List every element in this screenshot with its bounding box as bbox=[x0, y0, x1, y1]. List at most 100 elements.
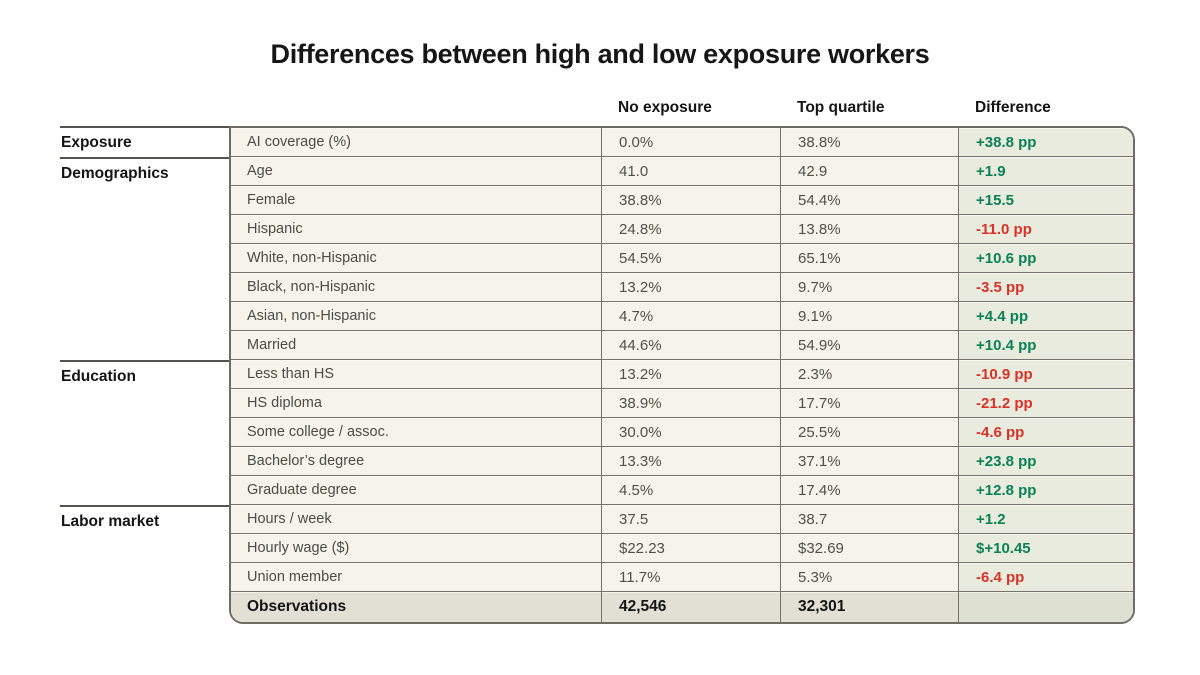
no-exposure-value: 44.6% bbox=[601, 331, 780, 359]
row-label: Hours / week bbox=[231, 505, 601, 533]
table-row: AI coverage (%) 0.0% 38.8% +38.8 pp bbox=[231, 128, 1133, 157]
difference-value: -4.6 pp bbox=[958, 418, 1133, 446]
table-row: Less than HS 13.2% 2.3% -10.9 pp bbox=[231, 360, 1133, 389]
top-quartile-value: 9.7% bbox=[780, 273, 958, 301]
row-label: Black, non-Hispanic bbox=[231, 273, 601, 301]
row-label: Union member bbox=[231, 563, 601, 591]
table-row: Some college / assoc. 30.0% 25.5% -4.6 pp bbox=[231, 418, 1133, 447]
row-label: Hourly wage ($) bbox=[231, 534, 601, 562]
table-row: Asian, non-Hispanic 4.7% 9.1% +4.4 pp bbox=[231, 302, 1133, 331]
table-row: Bachelor’s degree 13.3% 37.1% +23.8 pp bbox=[231, 447, 1133, 476]
table-row: White, non-Hispanic 54.5% 65.1% +10.6 pp bbox=[231, 244, 1133, 273]
top-quartile-value: 9.1% bbox=[780, 302, 958, 330]
difference-value: -21.2 pp bbox=[958, 389, 1133, 417]
observations-label: Observations bbox=[231, 592, 601, 622]
top-quartile-value: 17.7% bbox=[780, 389, 958, 417]
difference-value: +23.8 pp bbox=[958, 447, 1133, 475]
row-label: AI coverage (%) bbox=[231, 128, 601, 156]
row-label: Less than HS bbox=[231, 360, 601, 388]
row-label: Bachelor’s degree bbox=[231, 447, 601, 475]
difference-value: +1.9 bbox=[958, 157, 1133, 185]
difference-value: +38.8 pp bbox=[958, 128, 1133, 156]
no-exposure-value: $22.23 bbox=[601, 534, 780, 562]
row-label: Age bbox=[231, 157, 601, 185]
no-exposure-value: 24.8% bbox=[601, 215, 780, 243]
no-exposure-value: 41.0 bbox=[601, 157, 780, 185]
top-quartile-value: 25.5% bbox=[780, 418, 958, 446]
category-label: Education bbox=[61, 368, 136, 385]
top-quartile-value: 37.1% bbox=[780, 447, 958, 475]
no-exposure-value: 11.7% bbox=[601, 563, 780, 591]
observations-difference-value bbox=[958, 592, 1133, 622]
top-quartile-value: $32.69 bbox=[780, 534, 958, 562]
no-exposure-value: 4.7% bbox=[601, 302, 780, 330]
table-row: HS diploma 38.9% 17.7% -21.2 pp bbox=[231, 389, 1133, 418]
header-spacer bbox=[60, 99, 601, 117]
observations-top-quartile-value: 32,301 bbox=[780, 592, 958, 622]
table-row: Hispanic 24.8% 13.8% -11.0 pp bbox=[231, 215, 1133, 244]
row-label: Married bbox=[231, 331, 601, 359]
row-label: Graduate degree bbox=[231, 476, 601, 504]
difference-value: +15.5 bbox=[958, 186, 1133, 214]
column-header-row: No exposure Top quartile Difference bbox=[60, 99, 1135, 117]
data-table: AI coverage (%) 0.0% 38.8% +38.8 pp Age 41.0 4… bbox=[229, 126, 1135, 624]
difference-value: +4.4 pp bbox=[958, 302, 1133, 330]
row-label: Female bbox=[231, 186, 601, 214]
top-quartile-value: 2.3% bbox=[780, 360, 958, 388]
difference-value: +10.4 pp bbox=[958, 331, 1133, 359]
column-header-no-exposure: No exposure bbox=[618, 99, 712, 116]
no-exposure-value: 0.0% bbox=[601, 128, 780, 156]
difference-value: +10.6 pp bbox=[958, 244, 1133, 272]
top-quartile-value: 54.9% bbox=[780, 331, 958, 359]
observations-row: Observations 42,546 32,301 bbox=[231, 592, 1133, 622]
top-quartile-value: 17.4% bbox=[780, 476, 958, 504]
no-exposure-value: 13.2% bbox=[601, 273, 780, 301]
difference-value: -11.0 pp bbox=[958, 215, 1133, 243]
difference-value: $+10.45 bbox=[958, 534, 1133, 562]
row-label: Asian, non-Hispanic bbox=[231, 302, 601, 330]
no-exposure-value: 30.0% bbox=[601, 418, 780, 446]
page-title: Differences between high and low exposur… bbox=[270, 39, 930, 69]
no-exposure-value: 4.5% bbox=[601, 476, 780, 504]
table-row: Hours / week 37.5 38.7 +1.2 bbox=[231, 505, 1133, 534]
top-quartile-value: 65.1% bbox=[780, 244, 958, 272]
row-label: Hispanic bbox=[231, 215, 601, 243]
row-label: HS diploma bbox=[231, 389, 601, 417]
category-column: Exposure Demographics Education Labor marke… bbox=[60, 126, 229, 624]
table-row: Graduate degree 4.5% 17.4% +12.8 pp bbox=[231, 476, 1133, 505]
top-quartile-value: 5.3% bbox=[780, 563, 958, 591]
top-quartile-value: 38.8% bbox=[780, 128, 958, 156]
category-label: Labor market bbox=[61, 513, 160, 530]
table-row: Married 44.6% 54.9% +10.4 pp bbox=[231, 331, 1133, 360]
top-quartile-value: 38.7 bbox=[780, 505, 958, 533]
category-section-exposure: Exposure bbox=[60, 126, 229, 157]
category-label: Exposure bbox=[61, 134, 132, 151]
column-header-difference: Difference bbox=[975, 99, 1051, 116]
difference-value: +12.8 pp bbox=[958, 476, 1133, 504]
category-section-demographics: Demographics bbox=[60, 157, 229, 360]
row-label: White, non-Hispanic bbox=[231, 244, 601, 272]
no-exposure-value: 13.3% bbox=[601, 447, 780, 475]
no-exposure-value: 38.8% bbox=[601, 186, 780, 214]
table-row: Black, non-Hispanic 13.2% 9.7% -3.5 pp bbox=[231, 273, 1133, 302]
table-row: Hourly wage ($) $22.23 $32.69 $+10.45 bbox=[231, 534, 1133, 563]
no-exposure-value: 13.2% bbox=[601, 360, 780, 388]
difference-value: +1.2 bbox=[958, 505, 1133, 533]
no-exposure-value: 54.5% bbox=[601, 244, 780, 272]
row-label: Some college / assoc. bbox=[231, 418, 601, 446]
column-header-top-quartile: Top quartile bbox=[797, 99, 885, 116]
category-section-labor-market: Labor market bbox=[60, 505, 229, 624]
table-row: Union member 11.7% 5.3% -6.4 pp bbox=[231, 563, 1133, 592]
difference-value: -10.9 pp bbox=[958, 360, 1133, 388]
category-label: Demographics bbox=[61, 165, 169, 182]
no-exposure-value: 38.9% bbox=[601, 389, 780, 417]
difference-value: -6.4 pp bbox=[958, 563, 1133, 591]
top-quartile-value: 13.8% bbox=[780, 215, 958, 243]
observations-no-exposure-value: 42,546 bbox=[601, 592, 780, 622]
difference-value: -3.5 pp bbox=[958, 273, 1133, 301]
top-quartile-value: 54.4% bbox=[780, 186, 958, 214]
table-row: Female 38.8% 54.4% +15.5 bbox=[231, 186, 1133, 215]
no-exposure-value: 37.5 bbox=[601, 505, 780, 533]
table-row: Age 41.0 42.9 +1.9 bbox=[231, 157, 1133, 186]
